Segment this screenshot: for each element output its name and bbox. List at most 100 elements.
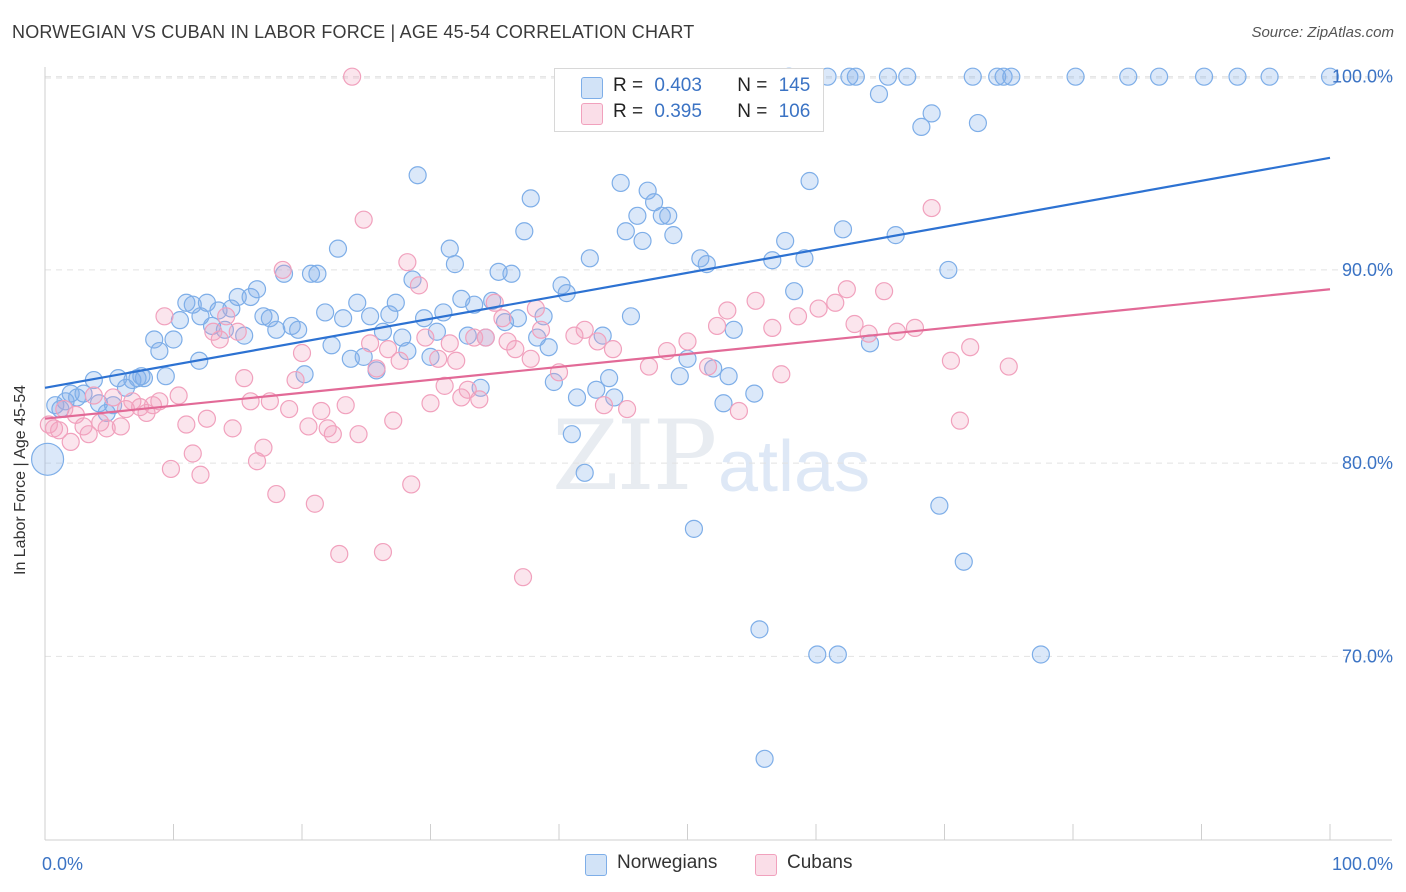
point-cubans	[788, 307, 808, 326]
legend-n-label: N =	[737, 101, 768, 122]
point-cubans	[104, 388, 123, 407]
y-tick-label: 80.0%	[1342, 453, 1393, 473]
point-norwegians	[380, 305, 399, 324]
point-cubans	[493, 309, 512, 328]
point-cubans	[378, 340, 398, 359]
legend-label-cubans: Cubans	[787, 852, 853, 873]
point-norwegians	[580, 249, 599, 268]
point-cubans	[565, 326, 584, 345]
point-norwegians	[1194, 67, 1214, 86]
point-norwegians	[593, 326, 612, 345]
point-norwegians	[808, 645, 827, 664]
stats-legend: R = 0.403 N = 145 R = 0.395 N = 106	[554, 68, 824, 132]
legend-r-label: R =	[613, 75, 644, 96]
point-cubans	[618, 399, 637, 419]
point-norwegians	[659, 206, 678, 225]
point-cubans	[905, 318, 925, 337]
point-norwegians	[1031, 645, 1050, 664]
point-norwegians	[785, 282, 804, 301]
point-norwegians	[616, 222, 635, 241]
point-norwegians	[724, 320, 743, 339]
chart-title: NORWEGIAN VS CUBAN IN LABOR FORCE | AGE …	[12, 22, 695, 42]
point-cubans	[343, 67, 362, 86]
point-cubans	[79, 425, 98, 444]
point-norwegians	[1066, 67, 1085, 86]
point-norwegians	[745, 384, 764, 403]
point-norwegians	[247, 280, 267, 299]
axes	[44, 67, 1392, 841]
point-norwegians	[621, 307, 641, 326]
point-norwegians	[502, 264, 521, 283]
legend-n-value: 145	[778, 75, 811, 96]
point-norwegians	[795, 249, 814, 268]
point-cubans	[440, 334, 459, 353]
point-cubans	[292, 343, 312, 363]
point-cubans	[772, 365, 791, 384]
point-cubans	[476, 328, 495, 347]
y-tick-label: 70.0%	[1342, 646, 1393, 666]
point-norwegians	[267, 320, 286, 339]
point-cubans	[217, 307, 236, 326]
point-cubans	[367, 359, 386, 378]
tick-labels: 70.0% 80.0% 90.0% 100.0% 0.0% 100.0%	[42, 67, 1393, 874]
point-cubans	[447, 351, 466, 370]
point-cubans	[421, 394, 440, 413]
point-cubans	[961, 338, 980, 357]
point-cubans	[875, 282, 894, 301]
point-cubans	[429, 349, 448, 368]
point-norwegians	[534, 307, 553, 326]
point-norwegians	[670, 367, 689, 386]
point-cubans	[922, 198, 941, 218]
legend-n-value: 106	[778, 101, 811, 122]
x-tick-label: 0.0%	[42, 854, 83, 874]
point-norwegians	[567, 388, 587, 407]
point-norwegians	[922, 104, 941, 123]
point-cubans	[349, 425, 368, 444]
point-cubans	[470, 390, 489, 409]
point-norwegians	[301, 264, 321, 283]
point-cubans	[228, 322, 247, 341]
point-norwegians	[644, 193, 664, 212]
point-norwegians	[508, 309, 527, 328]
point-cubans	[210, 330, 229, 349]
point-cubans	[299, 417, 318, 436]
point-norwegians	[408, 166, 427, 185]
x-tick-label: 100.0%	[1332, 854, 1393, 874]
point-cubans	[729, 401, 749, 421]
point-cubans	[384, 411, 403, 430]
legend-swatch-blue	[585, 854, 607, 876]
point-norwegians	[652, 206, 671, 225]
point-norwegians	[1149, 67, 1169, 86]
point-norwegians	[600, 369, 619, 388]
point-cubans	[354, 210, 373, 229]
point-cubans	[588, 332, 607, 351]
point-norwegians	[1119, 67, 1138, 86]
point-norwegians	[515, 222, 534, 241]
point-cubans	[531, 320, 551, 339]
point-cubans	[639, 357, 659, 376]
point-cubans	[183, 444, 202, 463]
legend-swatch-pink	[755, 854, 777, 876]
point-norwegians	[968, 113, 988, 133]
point-cubans	[409, 276, 429, 295]
point-cubans	[416, 328, 435, 347]
point-cubans	[826, 293, 845, 312]
point-cubans	[177, 415, 196, 434]
point-norwegians	[988, 67, 1007, 86]
point-norwegians	[544, 372, 563, 392]
legend-swatch-pink	[581, 103, 603, 125]
point-norwegians	[170, 311, 190, 330]
watermark-atlas: atlas	[718, 427, 871, 507]
chart-source: Source: ZipAtlas.com	[1251, 24, 1394, 41]
point-cubans	[330, 544, 349, 564]
point-cubans	[763, 318, 782, 337]
point-cubans	[361, 334, 380, 353]
point-cubans	[323, 425, 342, 444]
point-norwegians	[260, 309, 279, 328]
point-norwegians	[156, 367, 175, 386]
point-norwegians	[1260, 67, 1279, 86]
point-cubans	[498, 332, 517, 351]
trendline-norwegians	[44, 156, 1331, 389]
point-norwegians	[289, 320, 308, 339]
